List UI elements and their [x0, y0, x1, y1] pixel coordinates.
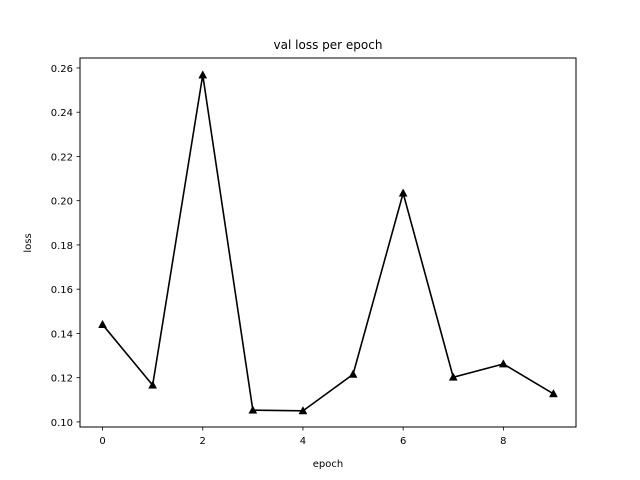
data-point-marker: [549, 389, 558, 398]
x-tick-label: 4: [300, 436, 306, 447]
data-point-marker: [248, 405, 258, 414]
x-tick-label: 8: [500, 436, 506, 447]
data-point-marker: [398, 188, 408, 197]
data-point-marker: [98, 319, 107, 328]
x-tick-label: 6: [400, 436, 406, 447]
plot-area: 0 2 4 6 8 0.10 0.12 0.14 0.16 0.18 0.20 0.22 0.24 0.2…: [51, 64, 558, 447]
y-tick-label: 0.12: [51, 374, 73, 385]
data-point-marker: [498, 359, 508, 368]
x-tick-label: 2: [200, 436, 206, 447]
y-tick-label: 0.16: [51, 285, 73, 296]
y-tick-label: 0.24: [51, 108, 73, 119]
x-tick-label: 0: [99, 436, 105, 447]
y-tick-label: 0.18: [51, 241, 73, 252]
y-axis-label: loss: [23, 233, 34, 252]
series-line: [101, 74, 554, 412]
y-tick-label: 0.26: [51, 64, 73, 75]
y-tick-label: 0.22: [51, 152, 73, 163]
data-point-marker: [348, 369, 358, 378]
axes-frame: [79, 57, 577, 428]
y-tick-label: 0.20: [51, 197, 73, 208]
data-point-marker: [148, 380, 158, 389]
x-axis-label: epoch: [313, 459, 343, 470]
y-tick-label: 0.10: [51, 418, 73, 429]
y-tick-label: 0.14: [51, 329, 73, 340]
chart-title: val loss per epoch: [274, 38, 383, 52]
data-point-marker: [198, 70, 208, 79]
data-point-marker: [298, 406, 308, 415]
data-point-marker: [448, 372, 458, 381]
